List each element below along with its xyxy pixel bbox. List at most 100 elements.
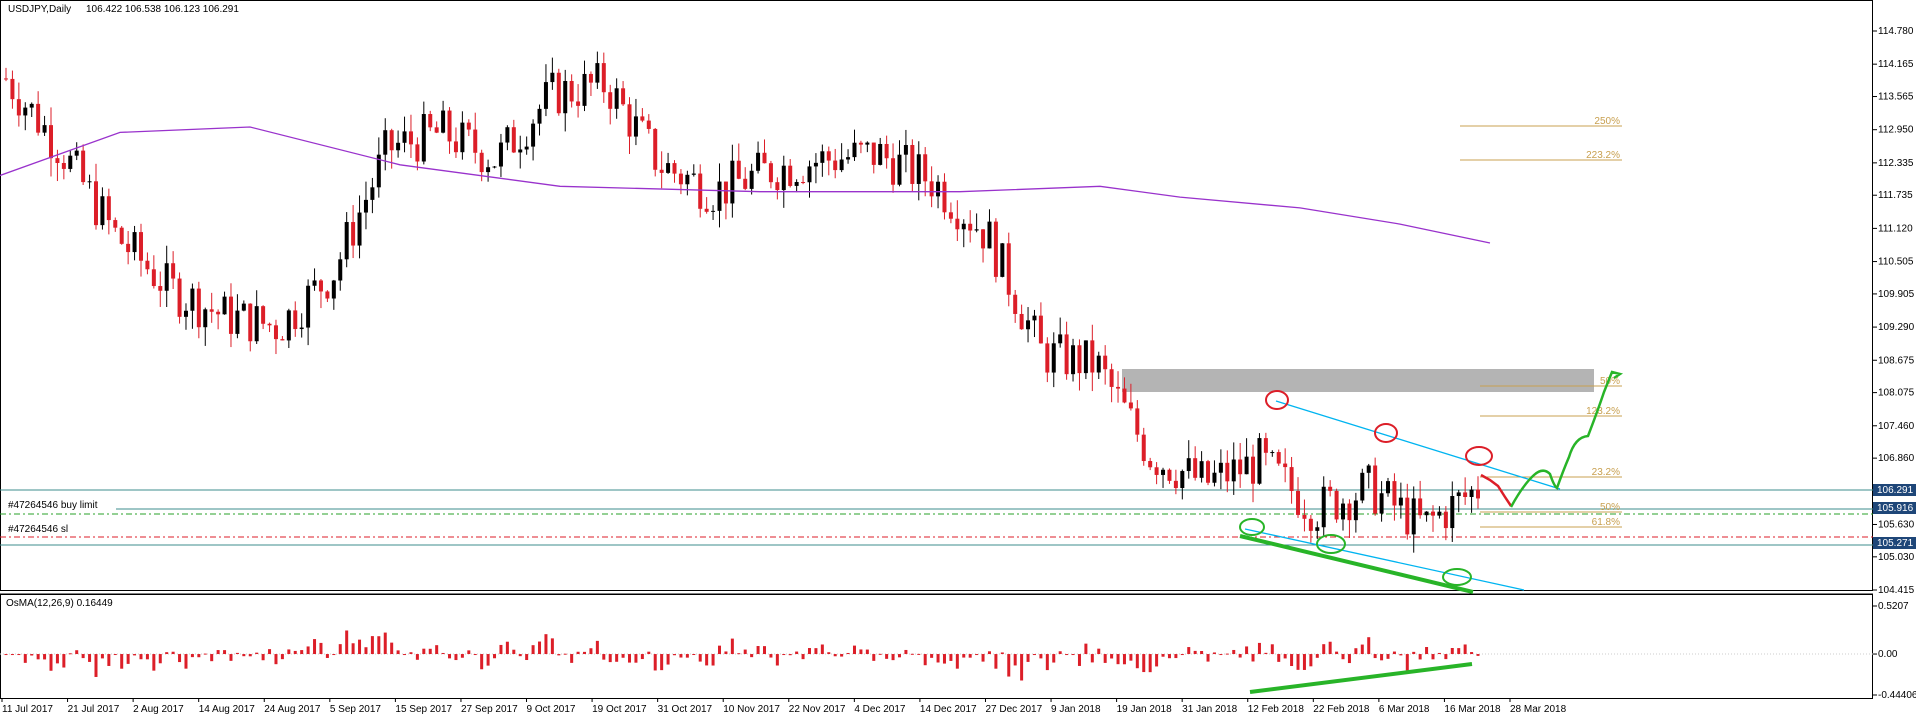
osma-bar: [229, 654, 233, 661]
bull-candle: [974, 229, 979, 231]
osma-bar: [473, 654, 477, 656]
bear-candle: [768, 163, 773, 183]
bull-candle: [1270, 452, 1275, 454]
osma-bar: [107, 654, 111, 666]
osma-bar: [422, 648, 426, 655]
stop-loss-order-label: #47264546 sl: [8, 524, 68, 535]
osma-bar: [1251, 654, 1255, 662]
osma-bar: [100, 654, 104, 659]
price-tick-label: 112.950: [1878, 125, 1914, 136]
candlestick-series: [4, 51, 1480, 553]
osma-bar: [930, 654, 934, 658]
bull-candle: [1071, 345, 1076, 375]
osma-bar: [1129, 654, 1133, 661]
osma-bar: [152, 654, 156, 671]
bear-candle: [1476, 489, 1480, 499]
osma-bar: [820, 644, 824, 655]
bear-candle: [884, 143, 889, 159]
date-tick-label: 12 Feb 2018: [1248, 704, 1305, 715]
osma-bar: [203, 653, 207, 655]
bull-candle: [42, 125, 47, 133]
bull-candle: [203, 309, 208, 328]
osma-bar: [1039, 654, 1043, 659]
bull-candle: [633, 116, 638, 137]
osma-bar: [1399, 654, 1403, 656]
indicator-title: OsMA(12,26,9) 0.16449: [6, 598, 113, 609]
bull-candle: [1456, 492, 1461, 497]
osma-bar: [36, 654, 40, 660]
osma-bar: [145, 654, 149, 660]
bear-candle: [1206, 461, 1211, 483]
osma-bar: [1264, 652, 1268, 655]
osma-bar: [1412, 651, 1416, 655]
bear-candle: [171, 263, 176, 279]
bear-candle: [1418, 498, 1423, 516]
bear-candle: [659, 169, 664, 173]
bear-candle: [228, 296, 233, 334]
bear-candle: [1128, 402, 1133, 409]
osma-bar: [358, 639, 362, 655]
osma-bar: [698, 654, 702, 662]
bear-candle: [981, 229, 986, 249]
swing-high-marker: [1265, 390, 1289, 410]
bull-candle: [383, 130, 388, 155]
osma-bar: [653, 654, 657, 671]
osma-bar: [1161, 654, 1165, 657]
bear-candle: [1019, 313, 1024, 330]
osma-bar: [428, 648, 432, 655]
osma-bar: [1335, 651, 1339, 655]
osma-bar: [891, 654, 895, 661]
bear-candle: [929, 181, 934, 197]
osma-bar: [1122, 654, 1126, 665]
indicator-pane[interactable]: [0, 594, 1873, 699]
bull-candle: [1257, 438, 1262, 484]
osma-bar: [1431, 654, 1435, 660]
bear-candle: [1302, 514, 1307, 519]
bull-candle: [878, 143, 883, 165]
bear-candle: [833, 160, 838, 171]
osma-bar: [1013, 654, 1017, 666]
fib-level-label: 123.2%: [1586, 406, 1620, 417]
osma-bar: [1167, 654, 1171, 659]
price-tick-label: 104.415: [1878, 585, 1915, 596]
bear-candle: [1135, 408, 1140, 435]
price-tick-label: 109.905: [1878, 289, 1915, 300]
main-pane[interactable]: [0, 0, 1873, 591]
bear-candle: [61, 162, 66, 169]
bull-candle: [1424, 511, 1429, 516]
osma-bar: [1219, 654, 1223, 656]
bear-candle: [428, 114, 433, 128]
osma-bar: [1315, 654, 1319, 658]
osma-bar: [255, 652, 259, 655]
osma-bar: [923, 654, 927, 666]
bear-candle: [466, 122, 471, 130]
bear-candle: [588, 73, 593, 83]
bull-candle: [1353, 500, 1358, 521]
date-tick-label: 10 Nov 2017: [723, 704, 780, 715]
bull-candle: [1244, 456, 1249, 475]
osma-bar: [1020, 654, 1024, 681]
moving-average-line: [0, 126, 1491, 244]
price-tick-label: 111.735: [1878, 190, 1913, 201]
osma-bar: [313, 639, 317, 655]
osma-bar: [1148, 654, 1152, 673]
bear-candle: [1148, 461, 1153, 468]
bull-candle: [1366, 465, 1371, 473]
bear-candle: [576, 101, 581, 106]
osma-bar: [750, 654, 754, 658]
bear-candle: [138, 232, 143, 261]
bear-candle: [743, 178, 748, 189]
bull-candle: [241, 303, 246, 311]
osma-bar: [563, 653, 567, 655]
bear-candle: [36, 103, 41, 133]
date-tick-label: 5 Sep 2017: [330, 704, 382, 715]
date-tick-label: 27 Sep 2017: [461, 704, 518, 715]
osma-bar: [1065, 654, 1069, 656]
bear-candle: [1405, 497, 1410, 535]
bear-candle: [1328, 486, 1333, 491]
osma-bar: [248, 654, 252, 657]
bull-candle: [685, 174, 690, 185]
bull-candle: [23, 107, 28, 116]
osma-bar: [190, 654, 194, 658]
